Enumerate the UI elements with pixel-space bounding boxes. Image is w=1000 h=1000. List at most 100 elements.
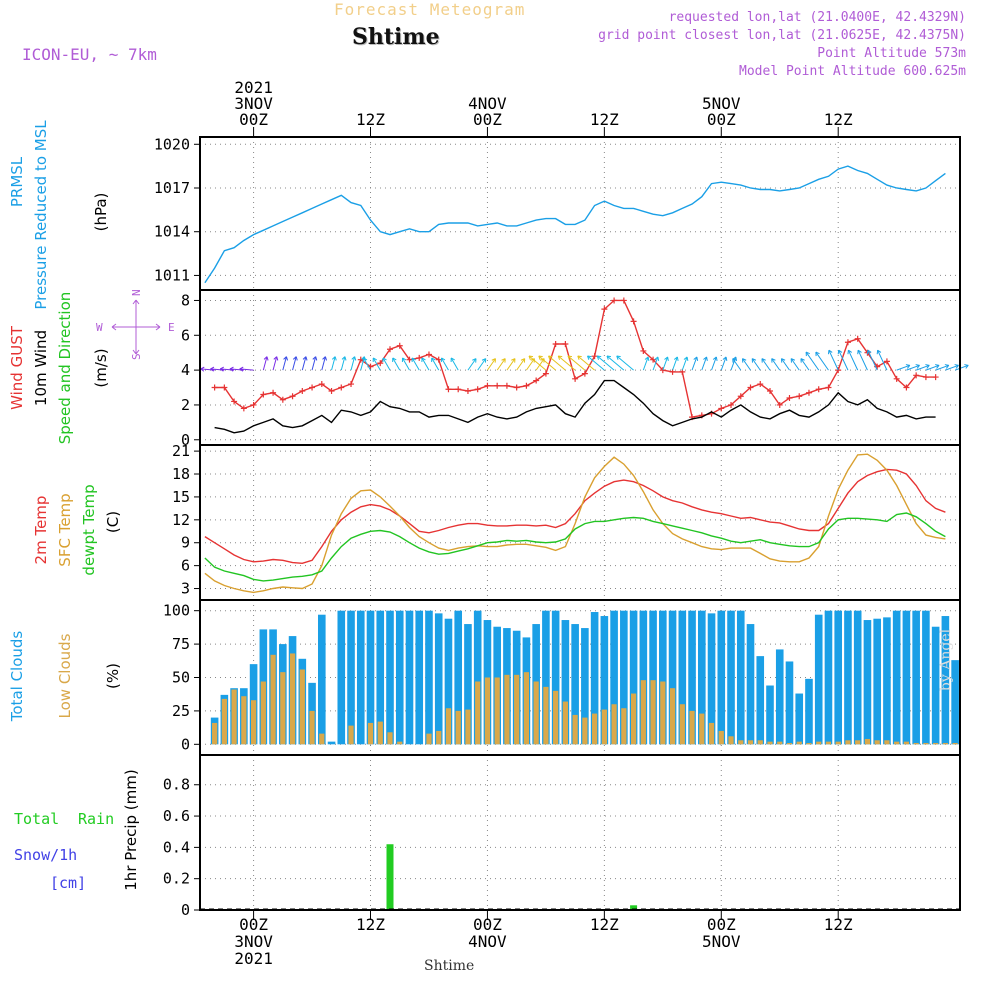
low-cloud-bar: [348, 725, 354, 745]
low-cloud-bar: [923, 742, 929, 745]
low-cloud-bar: [933, 742, 939, 745]
time-label-bottom: 12Z: [356, 915, 385, 934]
gust-point: [299, 388, 306, 395]
series-10m-wind: [214, 379, 936, 434]
gust-point: [562, 340, 569, 347]
total-cloud-bar: [678, 610, 687, 745]
ytick-label-clouds: 0: [181, 735, 190, 753]
wind-arrowhead: [616, 355, 621, 360]
low-cloud-bar: [747, 740, 754, 745]
low-cloud-bar: [445, 708, 452, 745]
ytick-label-temperature: 18: [172, 465, 190, 483]
gust-point: [435, 356, 442, 363]
ytick-label-pressure: 1014: [154, 223, 190, 241]
wind-arrowhead: [866, 349, 872, 355]
wind-arrow: [691, 356, 698, 371]
panel-frame-wind: [199, 289, 961, 446]
ytick-label-wind: 4: [181, 361, 190, 379]
total-cloud-bar: [931, 626, 940, 745]
wind-arrow: [701, 356, 708, 371]
model-altitude: Model Point Altitude 600.625m: [739, 64, 966, 79]
ytick-label-precip: 0: [181, 901, 190, 919]
time-label-bottom: 00Z: [707, 915, 736, 934]
compass-south: S: [130, 353, 143, 360]
wind-arrowhead: [421, 357, 426, 362]
gust-point: [922, 374, 929, 381]
low-cloud-bar: [270, 654, 276, 745]
wind-arrow: [847, 349, 859, 371]
panel-frame-precip: [199, 754, 961, 911]
wind-arrowhead: [741, 358, 747, 363]
gust-point: [903, 384, 910, 391]
time-label-bottom: 2021: [234, 949, 273, 968]
total-cloud-bar: [444, 618, 453, 745]
low-cloud-bar: [816, 741, 822, 745]
wind-arrow: [805, 351, 820, 371]
label-pressure-msl: Pressure Reduced to MSL: [32, 120, 50, 310]
wind-arrow: [506, 358, 516, 371]
ytick-label-clouds: 75: [172, 635, 190, 653]
time-label-top: 3NOV: [234, 94, 273, 113]
wind-arrowhead: [382, 357, 387, 362]
time-label-top: 00Z: [707, 110, 736, 129]
ytick-label-precip: 0.2: [163, 870, 190, 888]
wind-arrow: [751, 358, 761, 371]
wind-arrowhead: [664, 356, 669, 361]
gust-point: [620, 297, 627, 304]
ytick-label-temperature: 21: [172, 442, 190, 460]
gust-point: [445, 386, 452, 393]
total-cloud-bar: [834, 610, 843, 745]
low-cloud-bar: [455, 710, 461, 745]
low-cloud-bar: [426, 733, 432, 745]
gust-point: [572, 375, 579, 382]
wind-arrow: [867, 349, 878, 371]
wind-arrow: [363, 357, 371, 371]
gust-point: [338, 384, 345, 391]
wind-arrow: [815, 351, 829, 371]
label-2m-temp: 2m Temp: [32, 496, 50, 565]
low-cloud-bar: [757, 740, 763, 745]
total-cloud-bar: [581, 628, 589, 745]
low-cloud-bar: [699, 713, 705, 745]
total-cloud-bar: [707, 613, 716, 745]
wind-arrowhead: [837, 349, 843, 355]
gust-point: [893, 375, 900, 382]
low-cloud-bar: [309, 710, 315, 745]
point-altitude: Point Altitude 573m: [817, 46, 966, 61]
low-cloud-bar: [494, 677, 500, 745]
wind-arrow: [857, 349, 868, 371]
gust-point: [211, 384, 218, 391]
wind-arrow: [800, 358, 810, 371]
gust-point: [250, 401, 257, 408]
total-cloud-bar: [600, 616, 609, 745]
wind-arrowhead: [712, 356, 718, 361]
wind-arrowhead: [722, 356, 728, 361]
low-cloud-bar: [669, 688, 676, 745]
wind-arrow: [915, 364, 930, 371]
ytick-label-pressure: 1011: [154, 266, 190, 284]
wind-arrowhead: [528, 355, 534, 360]
low-cloud-bar: [660, 681, 666, 745]
total-cloud-bar: [902, 610, 911, 745]
wind-arrow: [262, 356, 268, 371]
total-cloud-bar: [659, 610, 667, 745]
wind-arrow: [301, 356, 307, 371]
wind-arrowhead: [673, 356, 679, 361]
low-cloud-bar: [221, 698, 227, 745]
time-label-top: 12Z: [824, 110, 853, 129]
total-cloud-bar: [844, 610, 852, 745]
low-cloud-bar: [484, 677, 491, 745]
time-label-top: 12Z: [356, 110, 385, 129]
total-cloud-bar: [863, 620, 872, 745]
gust-point: [844, 339, 851, 346]
total-cloud-bar: [542, 610, 550, 745]
wind-arrow: [652, 356, 659, 371]
time-label-top: 4NOV: [468, 94, 507, 113]
label-total-clouds: Total Clouds: [8, 631, 26, 723]
time-label-bottom: 12Z: [824, 915, 853, 934]
ytick-label-precip: 0.8: [163, 776, 190, 794]
gust-point: [932, 374, 939, 381]
wind-arrow: [662, 356, 669, 371]
wind-arrow: [431, 357, 440, 371]
wind-arrow: [720, 356, 727, 371]
